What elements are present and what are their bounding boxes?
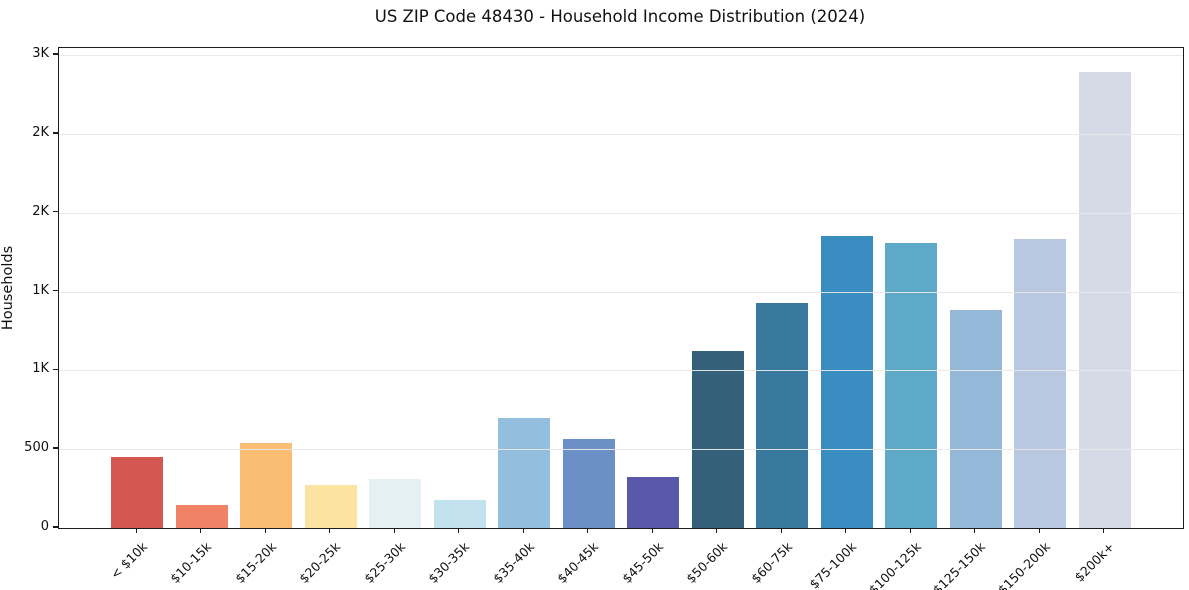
x-tick-mark-10: [780, 528, 782, 534]
x-tick-mark-8: [651, 528, 653, 534]
x-tick-label-0: < $10k: [107, 539, 150, 582]
x-tick-label-6: $35-40k: [489, 539, 537, 587]
x-tick-mark-1: [200, 528, 202, 534]
bar-100-125k: [885, 243, 938, 528]
x-tick-label-1: $10-15k: [167, 539, 215, 587]
gridline-1500: [59, 291, 1183, 293]
x-tick-mark-5: [458, 528, 460, 534]
y-tick-mark-1000: [53, 368, 58, 371]
x-tick-label-8: $45-50k: [618, 539, 666, 587]
gridline-500: [59, 449, 1183, 451]
x-tick-mark-4: [393, 528, 395, 534]
x-tick-label-12: $100-125k: [865, 539, 924, 590]
x-tick-mark-13: [974, 528, 976, 534]
y-tick-label-1000: 1K: [32, 361, 49, 377]
x-tick-mark-6: [522, 528, 524, 534]
x-tick-mark-12: [909, 528, 911, 534]
y-tick-label-2500: 2K: [32, 124, 49, 140]
bar-75-100k: [820, 235, 873, 528]
x-tick-label-2: $15-20k: [231, 539, 279, 587]
bar-40-45k: [562, 439, 615, 528]
x-tick-label-15: $200k+: [1071, 539, 1118, 585]
x-tick-mark-3: [329, 528, 331, 534]
y-tick-mark-0: [53, 526, 58, 528]
x-tick-label-14: $150-200k: [994, 539, 1053, 590]
bar-60-75k: [756, 302, 809, 528]
x-tick-mark-7: [587, 528, 589, 534]
bar-125-150k: [949, 309, 1002, 528]
x-tick-label-7: $40-45k: [554, 539, 602, 587]
gridline-1000: [59, 370, 1183, 372]
x-tick-label-9: $50-60k: [683, 539, 731, 587]
bar-15-20k: [240, 443, 293, 528]
bar-10-15k: [175, 504, 228, 528]
bar-25-30k: [369, 479, 422, 528]
y-tick-mark-2000: [53, 211, 58, 213]
x-tick-label-5: $30-35k: [425, 539, 473, 587]
x-tick-mark-11: [845, 528, 847, 534]
bar-10k: [111, 457, 164, 528]
bar-30-35k: [433, 499, 486, 528]
y-tick-mark-3000: [53, 53, 58, 55]
y-tick-mark-1500: [53, 289, 58, 292]
bar-200k: [1078, 71, 1131, 528]
x-tick-label-10: $60-75k: [747, 539, 795, 587]
chart-title: US ZIP Code 48430 - Household Income Dis…: [374, 7, 866, 26]
y-tick-label-3000: 3K: [32, 46, 49, 62]
y-tick-label-0: 0: [40, 519, 49, 534]
x-tick-mark-0: [135, 528, 137, 534]
y-tick-label-500: 500: [24, 440, 49, 456]
x-tick-mark-15: [1103, 528, 1105, 534]
gridline-3000: [59, 55, 1183, 57]
x-tick-label-13: $125-150k: [930, 539, 989, 590]
plot-area: [58, 47, 1184, 529]
y-tick-mark-500: [53, 447, 58, 449]
x-tick-mark-2: [264, 528, 266, 534]
gridline-2500: [59, 133, 1183, 135]
bar-50-60k: [691, 351, 744, 528]
y-tick-label-1500: 1K: [32, 282, 49, 298]
x-tick-mark-14: [1038, 528, 1040, 534]
gridline-2000: [59, 212, 1183, 214]
x-tick-label-3: $20-25k: [296, 539, 344, 587]
x-tick-mark-9: [716, 528, 718, 534]
bar-20-25k: [304, 485, 357, 528]
bar-35-40k: [498, 418, 551, 528]
x-tick-label-11: $75-100k: [806, 539, 860, 590]
bar-150-200k: [1014, 238, 1067, 528]
x-tick-label-4: $25-30k: [360, 539, 408, 587]
y-tick-label-2000: 2K: [32, 203, 49, 219]
y-tick-mark-2500: [53, 132, 58, 134]
bar-45-50k: [627, 477, 680, 528]
